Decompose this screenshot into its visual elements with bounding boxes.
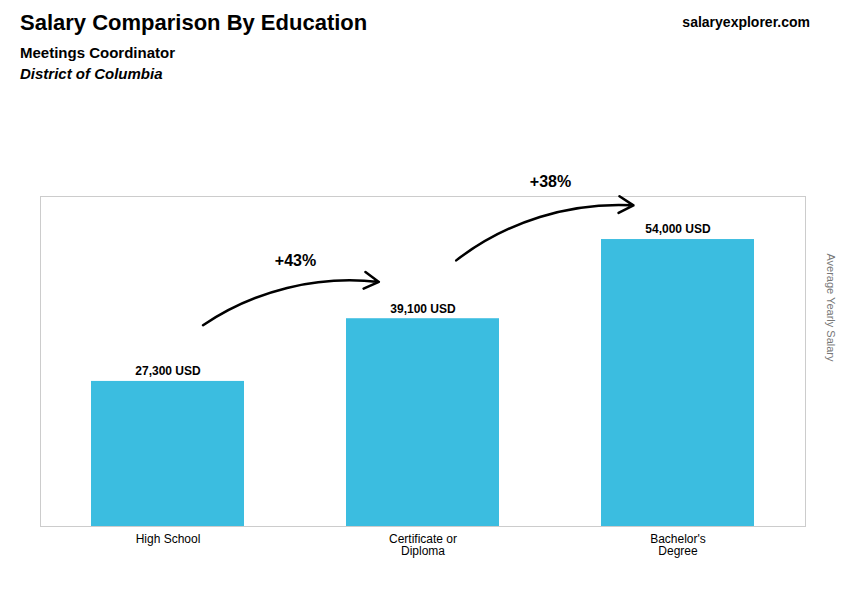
- svg-text:+43%: +43%: [275, 252, 316, 269]
- svg-text:Certificate orDiploma: Certificate orDiploma: [389, 532, 457, 558]
- svg-text:54,000 USD: 54,000 USD: [645, 222, 711, 236]
- svg-text:High School: High School: [136, 532, 201, 546]
- svg-text:Bachelor'sDegree: Bachelor'sDegree: [650, 532, 706, 558]
- html-text:Meetings Coordinator: Meetings Coordinator: [20, 44, 175, 61]
- html-text:salaryexplorer.com: salaryexplorer.com: [682, 14, 810, 30]
- html-text:Salary Comparison By Education: Salary Comparison By Education: [20, 10, 368, 35]
- svg-text:27,300 USD: 27,300 USD: [135, 364, 201, 378]
- svg-text:+38%: +38%: [530, 173, 571, 190]
- html-text:District of Columbia: District of Columbia: [20, 65, 163, 82]
- svg-text:39,100 USD: 39,100 USD: [390, 302, 456, 316]
- svg-text:Average Yearly Salary: Average Yearly Salary: [825, 253, 837, 362]
